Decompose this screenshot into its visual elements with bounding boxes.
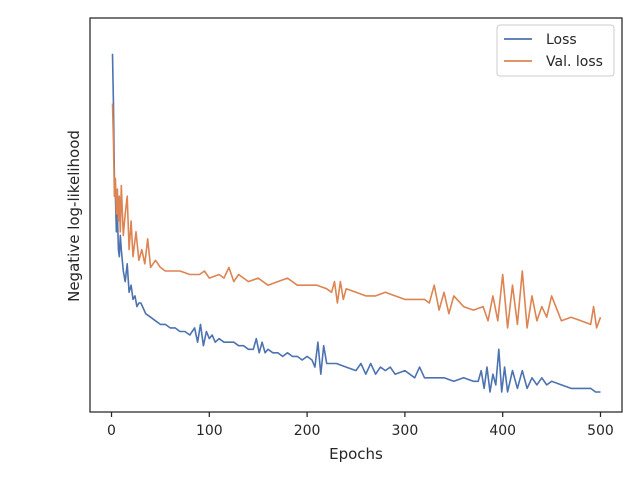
y-axis-label: Negative log-likelihood bbox=[65, 130, 83, 302]
series-line-loss bbox=[111, 53, 601, 393]
x-axis-label: Epochs bbox=[329, 445, 383, 463]
x-tick-label: 500 bbox=[587, 423, 614, 439]
series-line-val-loss bbox=[111, 103, 602, 329]
plot-layer bbox=[111, 53, 602, 393]
axes-frame bbox=[89, 17, 623, 413]
x-ticks: 0 100 200 300 400 500 bbox=[107, 412, 614, 439]
x-tick-label: 0 bbox=[107, 423, 116, 439]
x-tick-label: 300 bbox=[392, 423, 419, 439]
x-tick-label: 100 bbox=[196, 423, 223, 439]
legend-box bbox=[496, 24, 615, 77]
x-tick-label: 400 bbox=[489, 423, 516, 439]
legend-label-loss: Loss bbox=[546, 32, 577, 48]
legend-label-val-loss: Val. loss bbox=[546, 54, 603, 70]
legend: Loss Val. loss bbox=[496, 24, 615, 77]
x-tick-label: 200 bbox=[294, 423, 321, 439]
